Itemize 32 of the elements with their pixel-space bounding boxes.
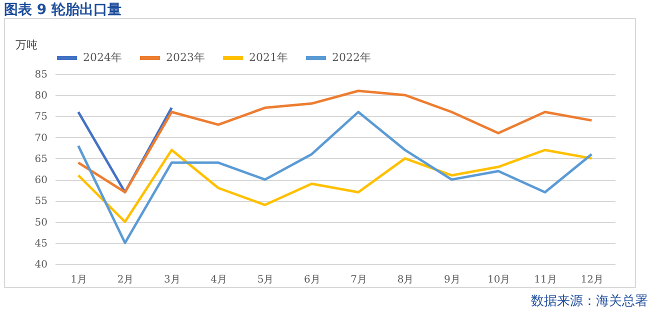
x-tick-label: 2月 bbox=[117, 274, 134, 286]
legend-label: 2022年 bbox=[332, 51, 371, 64]
y-tick-label: 45 bbox=[34, 238, 48, 250]
line-series bbox=[77, 110, 593, 244]
line-series bbox=[77, 148, 593, 224]
chart-title: 图表 9 轮胎出口量 bbox=[4, 1, 122, 19]
y-tick-label: 40 bbox=[34, 260, 48, 270]
x-tick-label: 11月 bbox=[534, 274, 557, 286]
x-tick-label: 10月 bbox=[487, 274, 510, 286]
y-tick-label: 80 bbox=[34, 90, 48, 102]
x-tick-label: 5月 bbox=[257, 274, 274, 286]
x-tick-label: 1月 bbox=[70, 274, 88, 286]
x-tick-label: 4月 bbox=[210, 274, 228, 286]
x-tick-label: 12月 bbox=[580, 274, 604, 286]
y-axis-title: 万吨 bbox=[16, 38, 38, 52]
legend-label: 2021年 bbox=[249, 51, 288, 64]
y-tick-label: 65 bbox=[34, 154, 48, 165]
y-tick-label: 70 bbox=[34, 132, 48, 144]
y-tick-label: 50 bbox=[34, 217, 48, 228]
y-tick-label: 85 bbox=[34, 70, 48, 80]
source-note: 数据来源：海关总署 bbox=[531, 293, 648, 310]
line-series bbox=[77, 90, 593, 194]
x-tick-label: 6月 bbox=[304, 274, 320, 286]
x-tick-label: 8月 bbox=[397, 274, 414, 286]
y-tick-label: 60 bbox=[34, 175, 48, 186]
y-tick-label: 55 bbox=[34, 196, 48, 208]
y-tick-label: 75 bbox=[34, 112, 48, 123]
legend-label: 2024年 bbox=[83, 51, 122, 64]
x-tick-label: 3月 bbox=[164, 274, 180, 286]
x-tick-label: 9月 bbox=[444, 274, 460, 286]
legend-label: 2023年 bbox=[166, 51, 205, 64]
x-tick-label: 7月 bbox=[350, 274, 368, 286]
